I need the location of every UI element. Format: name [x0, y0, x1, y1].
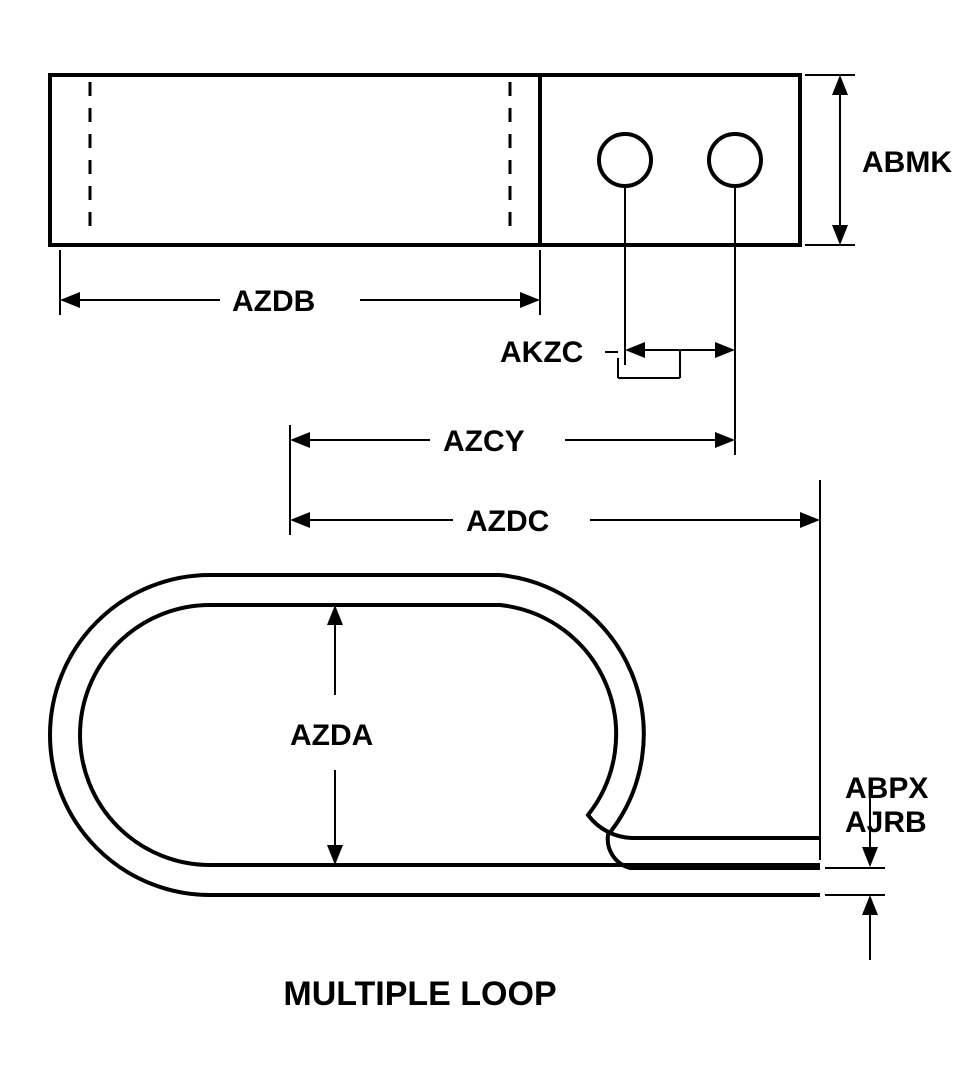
technical-drawing: ABMK AZDB AKZC AZCY [0, 0, 966, 1072]
dim-akzc: AKZC [500, 336, 735, 378]
label-akzc: AKZC [500, 336, 583, 369]
top-view [50, 75, 800, 245]
label-azdc: AZDC [466, 505, 549, 538]
hole-1 [599, 134, 651, 186]
dim-azdc: AZDC [290, 480, 820, 860]
label-azdb: AZDB [232, 285, 315, 318]
dim-abpx-ajrb: ABPX AJRB [825, 772, 928, 960]
diagram-title: MULTIPLE LOOP [283, 975, 556, 1013]
dim-azda: AZDA [290, 605, 373, 865]
dim-abmk: ABMK [805, 75, 952, 245]
label-azcy: AZCY [443, 425, 525, 458]
dim-azdb: AZDB [60, 250, 540, 318]
hole-2 [709, 134, 761, 186]
label-ajrb: AJRB [845, 806, 927, 839]
label-abmk: ABMK [862, 146, 952, 179]
label-abpx: ABPX [845, 772, 928, 805]
loop-view [50, 575, 820, 895]
label-azda: AZDA [290, 719, 373, 752]
